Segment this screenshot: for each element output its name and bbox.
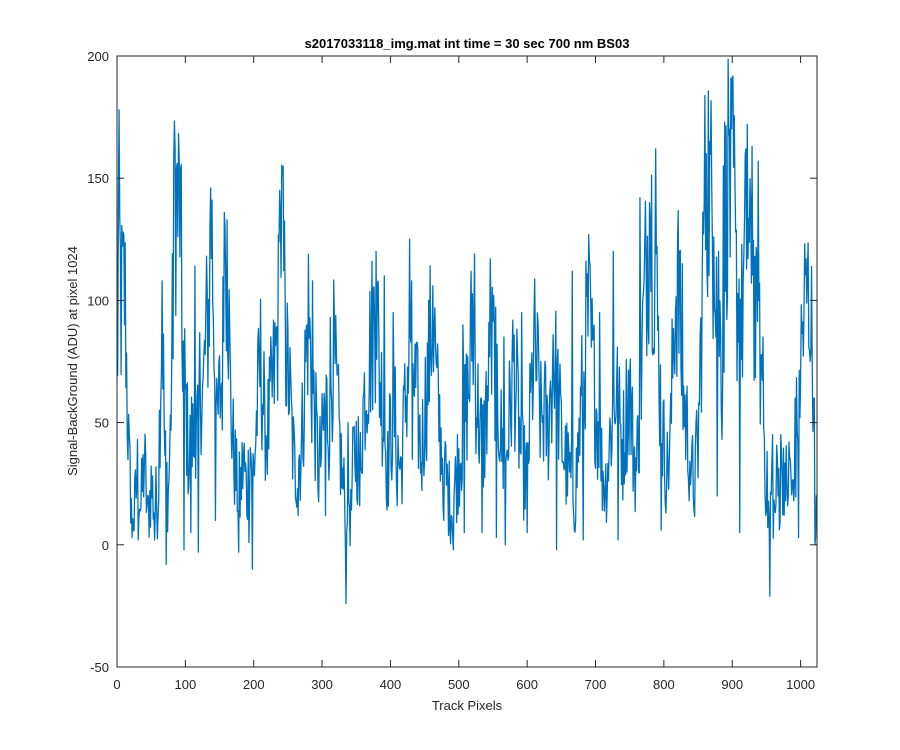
y-axis-label: Signal-BackGround (ADU) at pixel 1024: [65, 246, 80, 476]
x-tick-label: 200: [243, 677, 265, 692]
ticks-layer: [116, 55, 817, 668]
x-tick-label: 500: [448, 677, 470, 692]
x-tick-labels: 0 100 200 300 400 500 600 700 800 900 1000: [113, 677, 815, 692]
x-axis-label: Track Pixels: [432, 698, 503, 713]
series-line-signal: [116, 58, 817, 605]
y-tick-label: 0: [102, 538, 109, 553]
y-tick-label: 150: [87, 171, 109, 186]
series-layer: [116, 58, 817, 605]
x-tick-label: 800: [653, 677, 675, 692]
x-tick-label: 900: [721, 677, 743, 692]
x-tick-label: 1000: [786, 677, 815, 692]
y-tick-label: 50: [95, 416, 109, 431]
x-tick-label: 100: [175, 677, 197, 692]
x-tick-label: 600: [516, 677, 538, 692]
chart-title: s2017033118_img.mat int time = 30 sec 70…: [305, 36, 630, 51]
y-tick-label: 100: [87, 293, 109, 308]
y-tick-label: -50: [90, 660, 109, 675]
y-tick-label: 200: [87, 49, 109, 64]
axes-box: [116, 55, 818, 668]
x-tick-label: 0: [113, 677, 120, 692]
x-tick-label: 700: [585, 677, 607, 692]
y-tick-labels: -50 0 50 100 150 200: [87, 49, 109, 675]
x-tick-label: 400: [380, 677, 402, 692]
x-tick-label: 300: [311, 677, 333, 692]
